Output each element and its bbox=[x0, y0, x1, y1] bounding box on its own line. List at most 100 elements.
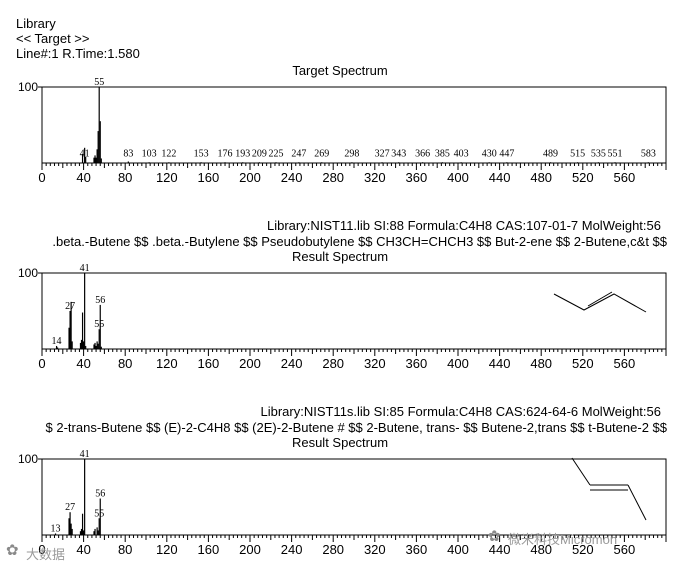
structure-double-bond bbox=[587, 291, 613, 307]
peak-label: 153 bbox=[194, 148, 209, 159]
x-tick-label: 400 bbox=[447, 356, 469, 371]
x-tick-label: 160 bbox=[198, 542, 220, 557]
x-tick-label: 40 bbox=[76, 542, 90, 557]
x-tick-label: 520 bbox=[572, 542, 594, 557]
peak-label: 225 bbox=[269, 148, 284, 159]
x-tick-label: 120 bbox=[156, 170, 178, 185]
x-tick-label: 400 bbox=[447, 542, 469, 557]
x-tick-label: 280 bbox=[322, 542, 344, 557]
line-info: Line#:1 R.Time:1.580 bbox=[16, 46, 140, 61]
peak-label: 122 bbox=[161, 148, 176, 159]
watermark-right: 微米科技Micromon bbox=[508, 532, 618, 547]
x-tick-label: 160 bbox=[198, 356, 220, 371]
peak-label: 583 bbox=[641, 148, 656, 159]
x-tick-label: 520 bbox=[572, 356, 594, 371]
peak-label: 176 bbox=[218, 148, 233, 159]
y-tick-label: 100 bbox=[18, 80, 38, 94]
x-tick-label: 240 bbox=[281, 356, 303, 371]
structure-bond bbox=[553, 293, 647, 313]
peak-label: 403 bbox=[454, 148, 469, 159]
x-tick-label: 200 bbox=[239, 542, 261, 557]
x-tick-label: 480 bbox=[530, 170, 552, 185]
peak-label: 193 bbox=[235, 148, 250, 159]
peak-label: 55 bbox=[94, 78, 104, 88]
y-tick-label: 100 bbox=[18, 266, 38, 280]
panel-2-compound-names: .beta.-Butene $$ .beta.-Butylene $$ Pseu… bbox=[52, 234, 667, 249]
x-tick-label: 360 bbox=[406, 356, 428, 371]
x-tick-label: 520 bbox=[572, 170, 594, 185]
panel-1-title: Target Spectrum bbox=[292, 63, 388, 78]
peak-label: 56 bbox=[95, 295, 105, 306]
peak-label: 41 bbox=[80, 148, 90, 159]
peak-label: 83 bbox=[123, 148, 133, 159]
peak-label: 535 bbox=[591, 148, 606, 159]
peak-label: 269 bbox=[314, 148, 329, 159]
peak-label: 343 bbox=[391, 148, 406, 159]
peak-label: 14 bbox=[52, 336, 62, 347]
plot-frame bbox=[41, 272, 667, 350]
x-tick-label: 80 bbox=[118, 170, 132, 185]
target-spectrum-chart: 100 0 40 80 120 160 200 240 280 320 360 400 440 480 52… bbox=[18, 78, 667, 185]
peak-label: 27 bbox=[65, 301, 75, 312]
plot-frame bbox=[41, 458, 667, 536]
x-tick-label: 400 bbox=[447, 170, 469, 185]
peak-label: 447 bbox=[499, 148, 514, 159]
x-tick-label: 560 bbox=[614, 170, 636, 185]
x-tick-label: 80 bbox=[118, 542, 132, 557]
library-label: Library bbox=[16, 16, 56, 31]
watermark-left: 大数据 bbox=[26, 547, 66, 562]
panel-2-title: Result Spectrum bbox=[291, 249, 389, 264]
x-tick-label: 200 bbox=[239, 170, 261, 185]
x-tick-label: 440 bbox=[489, 170, 511, 185]
panel-3-compound-names: $ 2-trans-Butene $$ (E)-2-C4H8 $$ (2E)-2… bbox=[45, 420, 667, 435]
wechat-logo-icon: ✿ bbox=[6, 542, 19, 559]
peak-label: 41 bbox=[80, 264, 90, 274]
x-tick-label: 320 bbox=[364, 170, 386, 185]
peak-label: 247 bbox=[291, 148, 306, 159]
peak-label: 327 bbox=[375, 148, 390, 159]
structure-bond bbox=[627, 484, 647, 521]
peak-label: 55 bbox=[94, 319, 104, 330]
peak-label: 55 bbox=[94, 508, 104, 519]
x-tick-label: 160 bbox=[198, 170, 220, 185]
x-tick-label: 480 bbox=[530, 356, 552, 371]
peak-label: 13 bbox=[51, 523, 61, 534]
x-tick-label: 440 bbox=[489, 542, 511, 557]
peak-label: 298 bbox=[344, 148, 359, 159]
wechat-logo-icon-right: ✿ bbox=[488, 528, 501, 545]
x-tick-label: 40 bbox=[76, 170, 90, 185]
peak-label: 551 bbox=[608, 148, 623, 159]
peak-label: 515 bbox=[570, 148, 585, 159]
result-spectrum-2-chart: 100 0 40 80 120 160 200 240 280 320 360 400 440 480 52… bbox=[18, 450, 667, 557]
x-tick-label: 0 bbox=[38, 542, 45, 557]
result-spectrum-1-chart: 100 0 40 80 120 160 200 240 280 320 360 400 440 480 52… bbox=[18, 264, 667, 371]
x-tick-label: 360 bbox=[406, 542, 428, 557]
panel-3-library-info: Library:NIST11s.lib SI:85 Formula:C4H8 C… bbox=[260, 404, 661, 419]
x-tick-label: 80 bbox=[118, 356, 132, 371]
peak-label: 385 bbox=[435, 148, 450, 159]
x-tick-label: 320 bbox=[364, 356, 386, 371]
x-tick-label: 280 bbox=[322, 170, 344, 185]
peak-label: 430 bbox=[482, 148, 497, 159]
peak-label: 366 bbox=[415, 148, 430, 159]
x-tick-label: 120 bbox=[156, 542, 178, 557]
x-tick-label: 440 bbox=[489, 356, 511, 371]
x-tick-label: 280 bbox=[322, 356, 344, 371]
y-tick-label: 100 bbox=[18, 452, 38, 466]
peak-label: 41 bbox=[80, 450, 90, 460]
panel-2-library-info: Library:NIST11.lib SI:88 Formula:C4H8 CA… bbox=[266, 218, 661, 233]
panel-3-title: Result Spectrum bbox=[291, 435, 389, 450]
x-tick-label: 480 bbox=[530, 542, 552, 557]
peak-label: 489 bbox=[543, 148, 558, 159]
x-tick-label: 200 bbox=[239, 356, 261, 371]
x-tick-label: 240 bbox=[281, 170, 303, 185]
peak-label: 103 bbox=[142, 148, 157, 159]
x-tick-label: 0 bbox=[38, 170, 45, 185]
x-tick-label: 360 bbox=[406, 170, 428, 185]
x-tick-label: 120 bbox=[156, 356, 178, 371]
x-tick-label: 560 bbox=[614, 356, 636, 371]
x-tick-label: 320 bbox=[364, 542, 386, 557]
target-nav[interactable]: << Target >> bbox=[16, 31, 90, 46]
x-tick-label: 0 bbox=[38, 356, 45, 371]
x-tick-label: 40 bbox=[76, 356, 90, 371]
